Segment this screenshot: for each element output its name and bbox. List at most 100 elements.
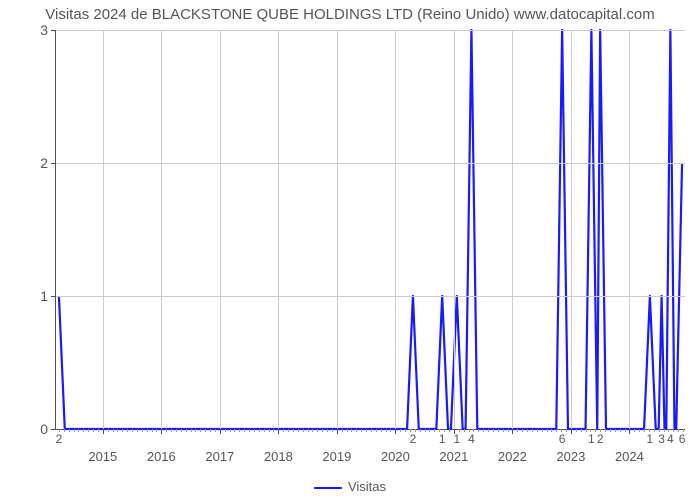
xminor-tick (234, 429, 235, 432)
xminor-tick (171, 429, 172, 432)
xminor-tick (390, 429, 391, 432)
xminor-tick (239, 429, 240, 432)
ytick-mark (51, 30, 56, 31)
xminor-tick (269, 429, 270, 432)
xminor-tick (83, 429, 84, 432)
data-label: 1 (439, 429, 446, 446)
xminor-tick (132, 429, 133, 432)
xminor-tick (230, 429, 231, 432)
gridline-v (395, 30, 396, 429)
xminor-tick (156, 429, 157, 432)
gridline-v (512, 30, 513, 429)
data-label: 3 (658, 429, 665, 446)
xminor-tick (176, 429, 177, 432)
xminor-tick (303, 429, 304, 432)
legend-label: Visitas (348, 479, 386, 494)
xtick-mark (161, 429, 162, 434)
xminor-tick (420, 429, 421, 432)
xminor-tick (478, 429, 479, 432)
data-label: 6 (559, 429, 566, 446)
xminor-tick (361, 429, 362, 432)
xminor-tick (610, 429, 611, 432)
xminor-tick (205, 429, 206, 432)
xminor-tick (166, 429, 167, 432)
data-label: 6 (679, 429, 686, 446)
xminor-tick (74, 429, 75, 432)
xminor-tick (113, 429, 114, 432)
xminor-tick (215, 429, 216, 432)
gridline-v (278, 30, 279, 429)
line-series (56, 30, 685, 429)
xtick-mark (278, 429, 279, 434)
xminor-tick (264, 429, 265, 432)
xminor-tick (620, 429, 621, 432)
xminor-tick (298, 429, 299, 432)
data-label: 1 (453, 429, 460, 446)
xtick-label: 2019 (322, 429, 351, 464)
xtick-mark (103, 429, 104, 434)
xminor-tick (69, 429, 70, 432)
legend-swatch (314, 487, 342, 489)
xminor-tick (317, 429, 318, 432)
data-label: 4 (667, 429, 674, 446)
xtick-mark (220, 429, 221, 434)
xtick-label: 2016 (147, 429, 176, 464)
xminor-tick (508, 429, 509, 432)
xminor-tick (449, 429, 450, 432)
xminor-tick (615, 429, 616, 432)
xminor-tick (186, 429, 187, 432)
xminor-tick (225, 429, 226, 432)
xminor-tick (88, 429, 89, 432)
xminor-tick (283, 429, 284, 432)
xtick-mark (395, 429, 396, 434)
xminor-tick (400, 429, 401, 432)
gridline-v (454, 30, 455, 429)
gridline-v (161, 30, 162, 429)
xminor-tick (122, 429, 123, 432)
xtick-label: 2015 (88, 429, 117, 464)
xminor-tick (356, 429, 357, 432)
plot-area: 0123201520162017201820192020202120222023… (55, 30, 685, 430)
xtick-mark (571, 429, 572, 434)
xminor-tick (493, 429, 494, 432)
xminor-tick (366, 429, 367, 432)
ytick-mark (51, 163, 56, 164)
gridline-h (56, 296, 685, 297)
xminor-tick (147, 429, 148, 432)
chart-container: Visitas 2024 de BLACKSTONE QUBE HOLDINGS… (0, 0, 700, 500)
xminor-tick (108, 429, 109, 432)
data-label: 2 (597, 429, 604, 446)
xminor-tick (503, 429, 504, 432)
xminor-tick (605, 429, 606, 432)
xminor-tick (488, 429, 489, 432)
xminor-tick (342, 429, 343, 432)
xminor-tick (376, 429, 377, 432)
xminor-tick (429, 429, 430, 432)
xminor-tick (78, 429, 79, 432)
xminor-tick (308, 429, 309, 432)
xtick-label: 2017 (205, 429, 234, 464)
xtick-mark (629, 429, 630, 434)
visits-line (59, 30, 682, 429)
xminor-tick (483, 429, 484, 432)
xminor-tick (249, 429, 250, 432)
xminor-tick (142, 429, 143, 432)
gridline-h (56, 30, 685, 31)
xminor-tick (517, 429, 518, 432)
xminor-tick (405, 429, 406, 432)
xtick-label: 2022 (498, 429, 527, 464)
xminor-tick (181, 429, 182, 432)
xminor-tick (542, 429, 543, 432)
xminor-tick (93, 429, 94, 432)
xminor-tick (586, 429, 587, 432)
gridline-v (103, 30, 104, 429)
xminor-tick (551, 429, 552, 432)
xtick-mark (512, 429, 513, 434)
gridline-v (629, 30, 630, 429)
gridline-h (56, 163, 685, 164)
xtick-mark (337, 429, 338, 434)
xminor-tick (425, 429, 426, 432)
xminor-tick (381, 429, 382, 432)
xminor-tick (371, 429, 372, 432)
xminor-tick (244, 429, 245, 432)
